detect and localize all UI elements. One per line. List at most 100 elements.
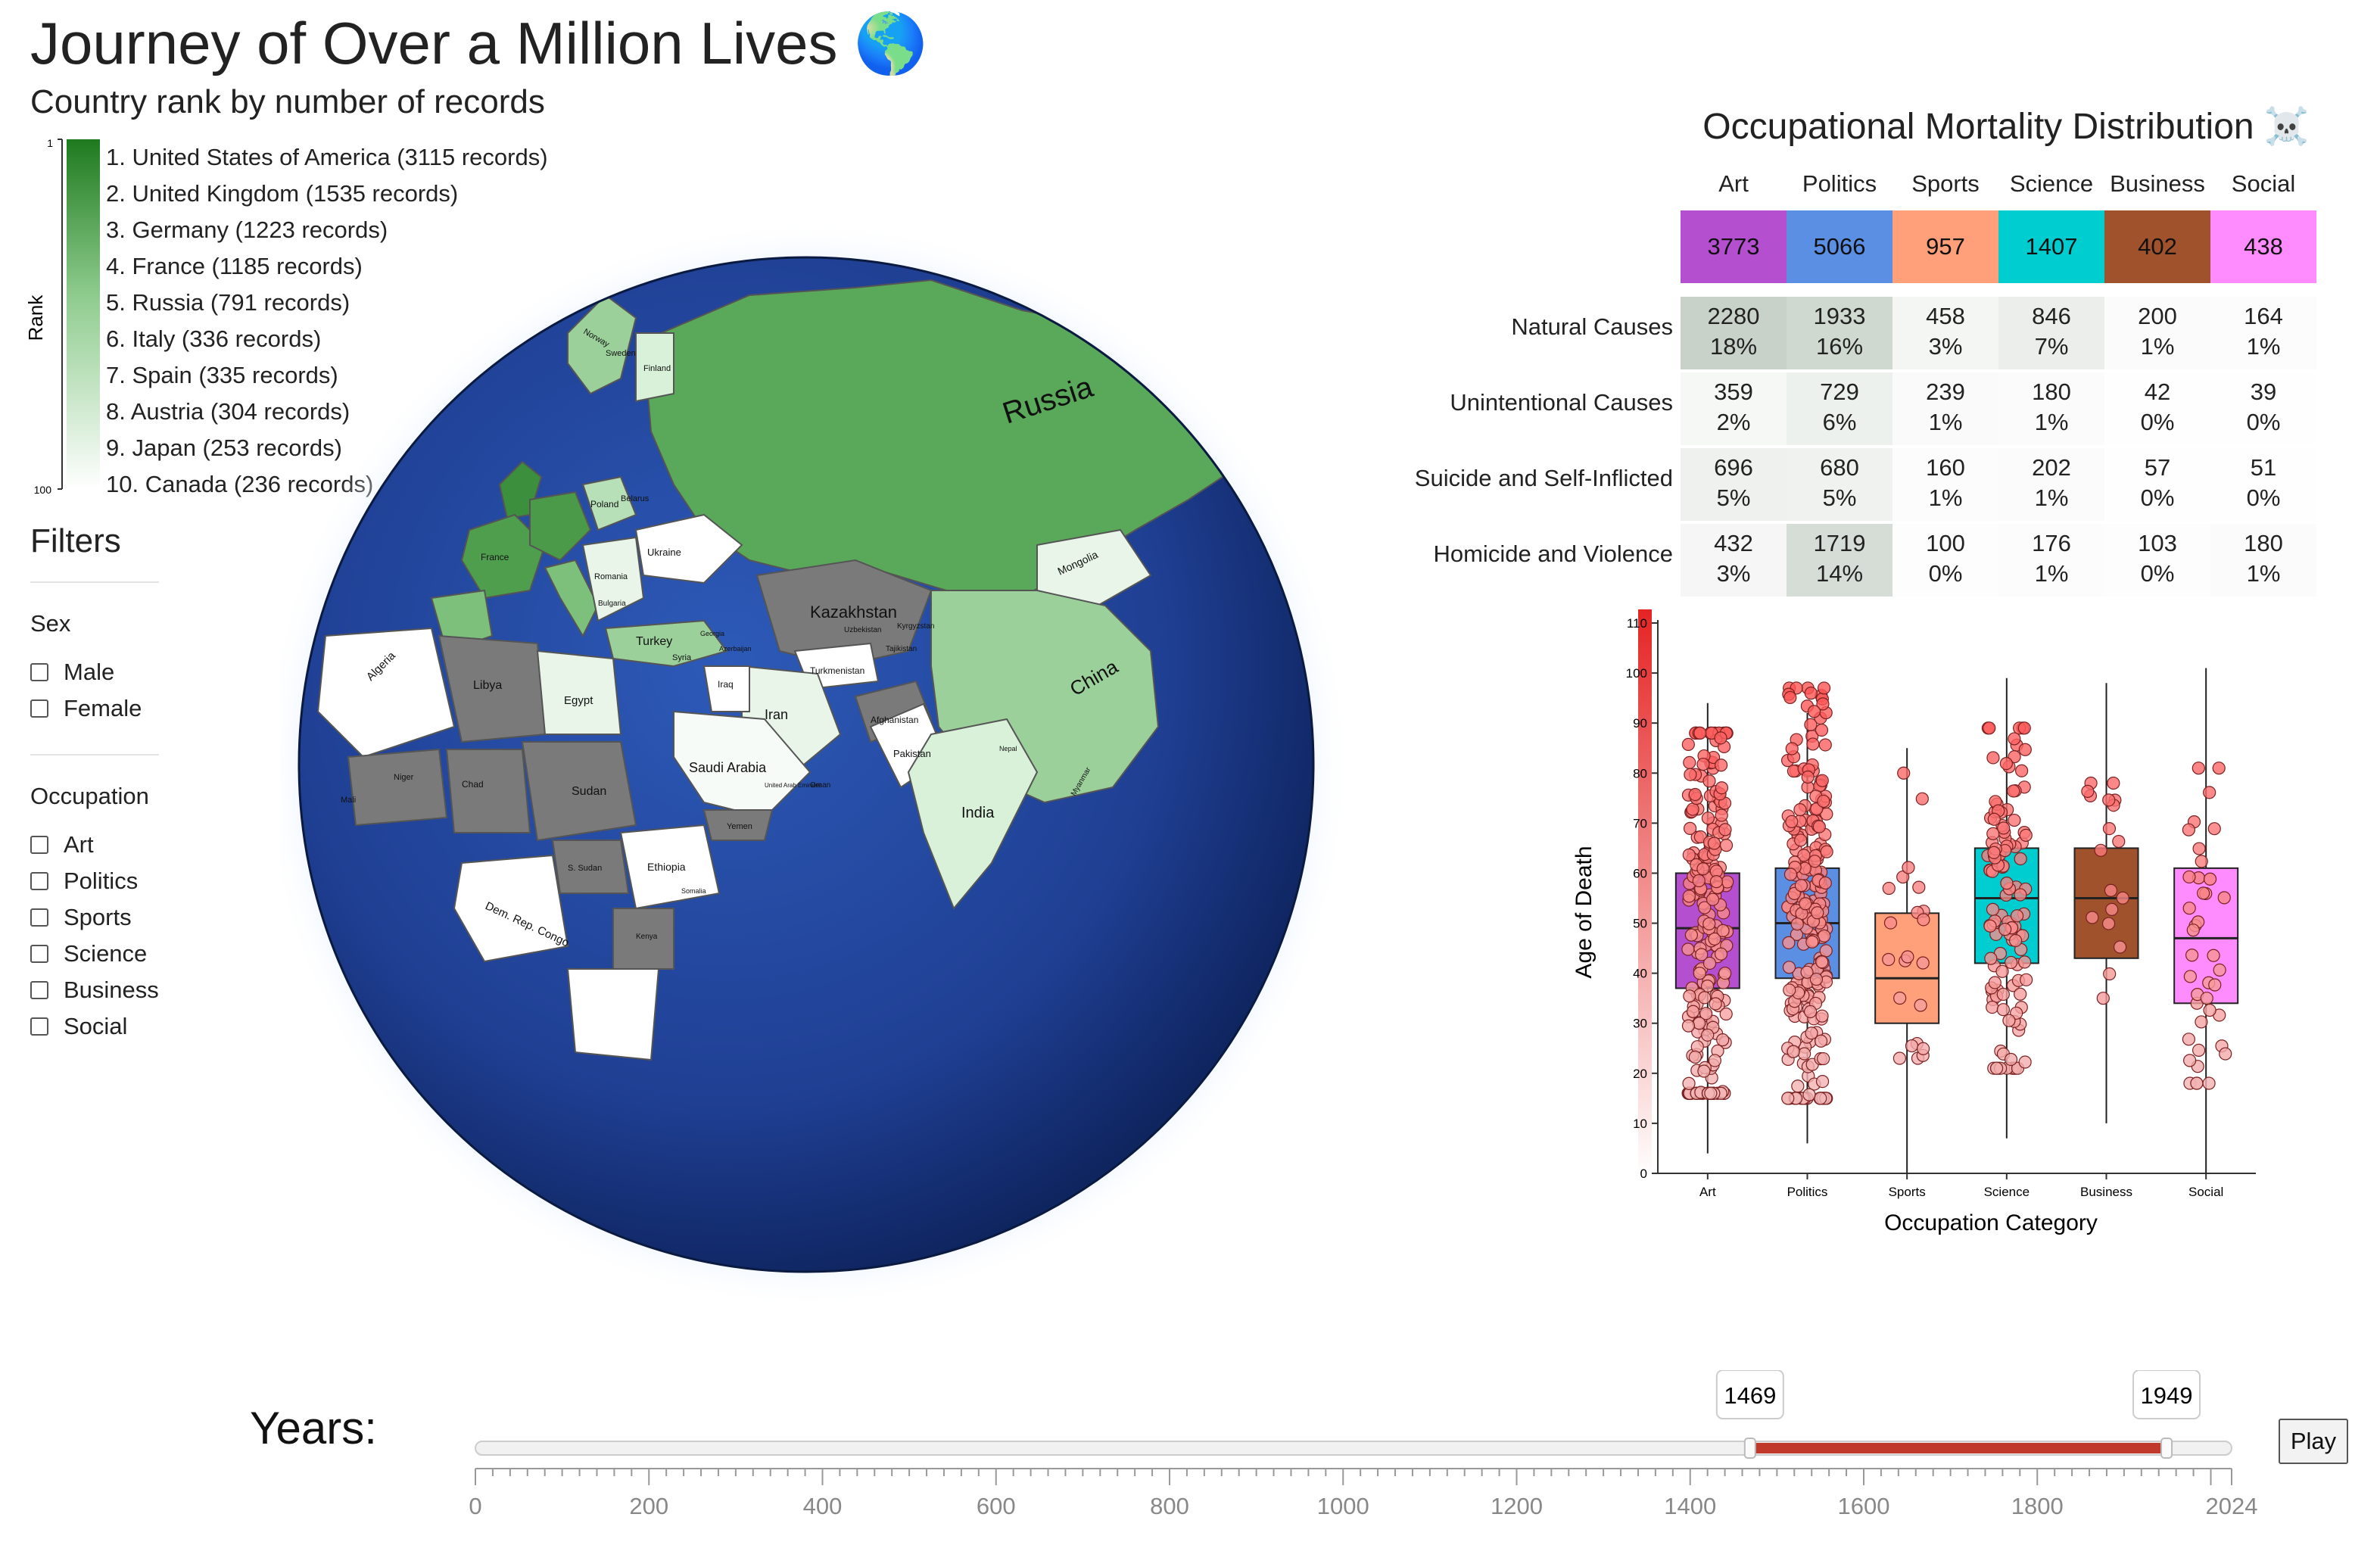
country-germany[interactable] [529, 491, 592, 562]
slider-start-handle[interactable] [1743, 1438, 1756, 1459]
data-point [1809, 972, 1824, 986]
filter-female-checkbox[interactable]: Female [30, 690, 182, 727]
country-italy[interactable] [544, 559, 600, 638]
mortality-count: 160 [1926, 454, 1965, 481]
checkbox-icon[interactable] [30, 945, 48, 963]
globe-label-mali: Mali [341, 796, 356, 805]
data-point [1681, 737, 1695, 752]
checkbox-icon[interactable] [30, 908, 48, 927]
data-point [1915, 792, 1929, 805]
country-ukraine[interactable] [634, 513, 743, 584]
mortality-count: 846 [2032, 303, 2071, 329]
filter-business-checkbox[interactable]: Business [30, 972, 182, 1008]
data-point [1698, 901, 1712, 914]
occupation-filter-label: Occupation [30, 783, 149, 809]
data-point [2105, 902, 2119, 916]
globe-map[interactable]: Russia Kazakhstan China Mongolia India I… [280, 106, 1355, 1355]
filter-politics-checkbox[interactable]: Politics [30, 863, 182, 899]
country-finland[interactable] [635, 332, 674, 403]
country-sudan[interactable] [521, 741, 637, 842]
rank-item: 6. Italy (336 records) [106, 326, 322, 352]
country-france[interactable] [460, 513, 547, 600]
data-point [2212, 762, 2226, 775]
data-point [2207, 822, 2221, 836]
slider-tick-label: 800 [1150, 1493, 1189, 1519]
sex-filter-label: Sex [30, 610, 71, 637]
country-poland[interactable] [581, 475, 637, 531]
mortality-percent: 0% [2246, 409, 2281, 435]
years-range-slider[interactable]: 1469 1949 0 200 400 600 800 1000 1200 1400 1600 1… [454, 1370, 2301, 1544]
play-button[interactable]: Play [2279, 1419, 2348, 1464]
data-point [2107, 776, 2120, 790]
y-tick-label: 50 [1633, 917, 1647, 931]
data-point [1714, 947, 1728, 961]
mortality-cell: 729 6% [1787, 372, 1892, 445]
country-india[interactable] [907, 718, 1039, 910]
globe-label-chad: Chad [462, 779, 484, 790]
country-balkans[interactable] [581, 536, 645, 622]
filter-art-checkbox[interactable]: Art [30, 827, 182, 863]
country-dr-congo[interactable] [453, 854, 569, 963]
country-kazakhstan[interactable] [755, 559, 933, 668]
data-point [2186, 924, 2200, 937]
box-business [2073, 847, 2139, 959]
slider-end-handle[interactable] [2160, 1438, 2173, 1459]
data-point [1683, 821, 1697, 835]
data-point [1815, 723, 1829, 737]
mortality-percent: 6% [1822, 409, 1857, 435]
country-chad[interactable] [445, 749, 531, 833]
filter-science-checkbox[interactable]: Science [30, 936, 182, 972]
checkbox-icon[interactable] [30, 836, 48, 854]
y-tick-label: 80 [1633, 766, 1647, 780]
globe-label-belarus: Belarus [621, 494, 650, 503]
country-iraq[interactable] [702, 665, 750, 712]
data-point [1781, 1092, 1795, 1105]
svg-text:1469: 1469 [1724, 1382, 1776, 1409]
mortality-count: 1719 [1813, 530, 1866, 556]
globe-label-pakistan: Pakistan [893, 748, 931, 759]
mortality-header-row: Art Politics Sports Science Business Soc… [1681, 170, 2316, 198]
checkbox-label: Social [64, 1013, 128, 1039]
mortality-cell: 176 1% [1998, 524, 2104, 597]
data-point [2017, 955, 2032, 969]
globe-label-romania: Romania [594, 572, 628, 581]
checkbox-icon[interactable] [30, 1017, 48, 1036]
mortality-count: 180 [2244, 530, 2283, 556]
filter-male-checkbox[interactable]: Male [30, 654, 182, 690]
data-point [1715, 808, 1728, 822]
mortality-row-label: Unintentional Causes [1450, 389, 1673, 416]
filter-sports-checkbox[interactable]: Sports [30, 899, 182, 936]
checkbox-icon[interactable] [30, 872, 48, 890]
slider-ticks: 0 200 400 600 800 1000 1200 1400 1600 1800 2024 [469, 1468, 2257, 1519]
mortality-total-cell: 402 [2104, 210, 2210, 283]
data-point [2008, 813, 2021, 827]
country-mongolia[interactable] [1036, 528, 1152, 607]
country-south-sudan[interactable] [551, 840, 630, 894]
data-point [1684, 768, 1697, 781]
data-point [1686, 802, 1699, 816]
country-east-africa[interactable] [566, 968, 660, 1061]
country-algeria[interactable] [316, 627, 456, 759]
checkbox-icon[interactable] [30, 981, 48, 999]
data-point [2103, 967, 2117, 981]
country-yemen[interactable] [702, 809, 774, 841]
country-ethiopia[interactable] [619, 824, 721, 910]
checkbox-icon[interactable] [30, 663, 48, 681]
mortality-total-cell: 957 [1892, 210, 1998, 283]
country-kenya[interactable] [612, 908, 674, 970]
mortality-cell: 2280 18% [1681, 297, 1787, 369]
slider-range-fill[interactable] [1749, 1443, 2167, 1453]
data-point [2208, 978, 2222, 992]
globe-label-poland: Poland [590, 499, 618, 509]
data-point [1883, 916, 1898, 930]
checkbox-icon[interactable] [30, 699, 48, 718]
data-point [1714, 759, 1728, 772]
y-tick-label: 90 [1633, 716, 1647, 731]
country-niger[interactable] [347, 748, 448, 827]
data-point [1989, 1061, 2004, 1075]
filter-social-checkbox[interactable]: Social [30, 1008, 182, 1045]
mortality-count: 202 [2032, 454, 2071, 481]
country-turkey[interactable] [604, 619, 728, 668]
data-point [2014, 987, 2027, 1001]
country-egypt[interactable] [536, 650, 622, 735]
